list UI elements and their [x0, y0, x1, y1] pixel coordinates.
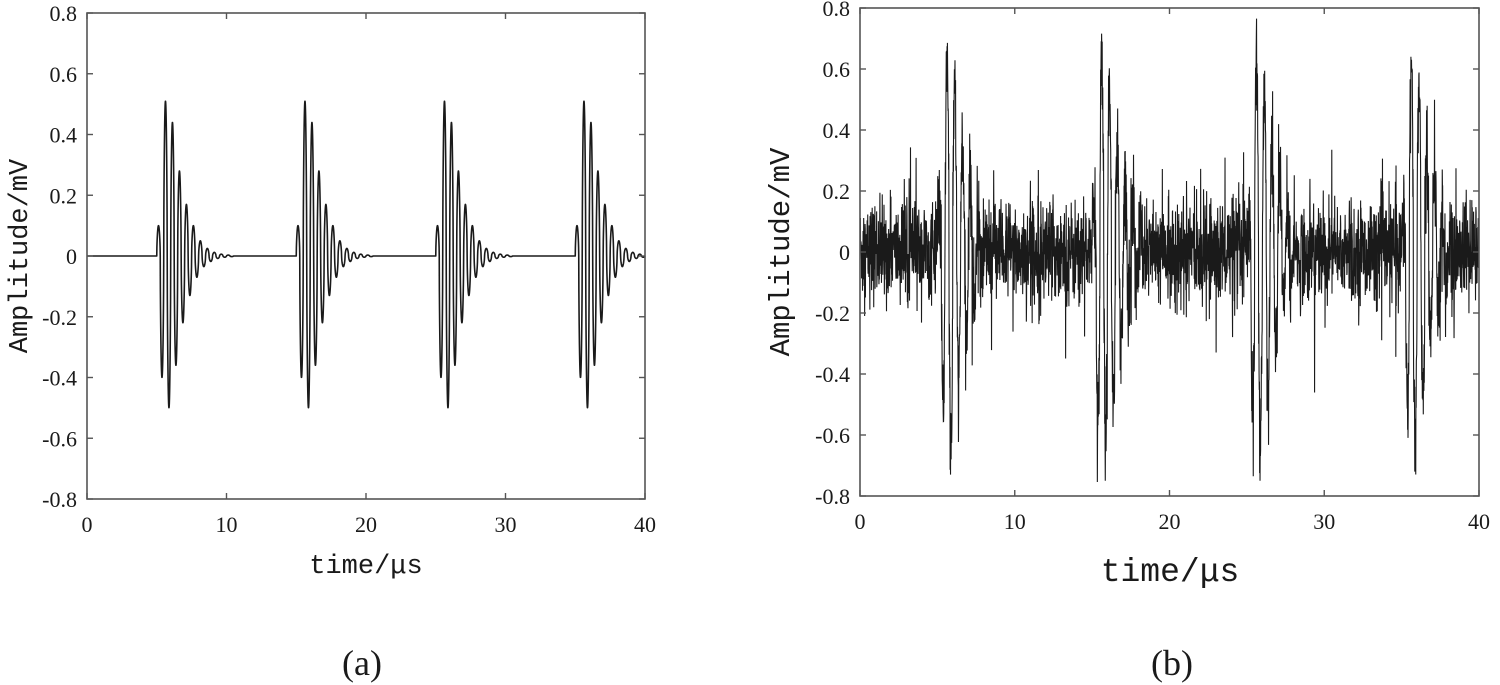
x-tick-label: 40: [1468, 509, 1490, 534]
axes-box-a: [86, 12, 646, 500]
x-tick-label: 10: [216, 512, 238, 537]
y-tick-label: -0.2: [815, 301, 850, 326]
y-tick-label: 0.8: [823, 0, 851, 21]
x-tick-label: 20: [355, 512, 377, 537]
x-tick-label: 0: [82, 512, 93, 537]
y-tick-label: -0.4: [42, 366, 77, 391]
y-axis-label-b: Amplitude/mV: [765, 147, 798, 356]
y-tick-label: -0.4: [815, 362, 850, 387]
x-tick-label: 20: [1159, 509, 1181, 534]
caption-a: (a): [342, 643, 382, 683]
y-tick-label: 0: [839, 240, 850, 265]
y-tick-label: -0.2: [42, 305, 77, 330]
x-tick-labels-a: 0 10 20 30 40: [82, 512, 657, 537]
y-tick-label: 0.4: [823, 118, 851, 143]
chart-panel-b: 0.80.60.40.20-0.2-0.4-0.6-0.8 0 10 20 30 40 …: [765, 0, 1490, 683]
y-tick-label: -0.8: [815, 484, 850, 509]
y-tick-label: 0.8: [50, 1, 78, 26]
y-tick-label: 0.6: [823, 57, 851, 82]
x-tick-label: 30: [1313, 509, 1335, 534]
x-tick-label: 40: [634, 512, 656, 537]
signal-line-b: [859, 18, 1480, 482]
x-axis-label-a: time/μs: [309, 552, 422, 582]
y-tick-label: 0: [66, 244, 77, 269]
y-tick-labels-a: 0.8 0.6 0.4 0.2 0 -0.2 -0.4 -0.6 -0.8: [42, 1, 77, 512]
x-axis-label-b: time/μs: [1101, 554, 1240, 591]
y-tick-label: 0.2: [823, 179, 851, 204]
x-tick-label: 30: [495, 512, 517, 537]
y-tick-label: -0.6: [815, 423, 850, 448]
y-tick-label: 0.2: [50, 183, 78, 208]
y-tick-label: -0.6: [42, 426, 77, 451]
axes-box-b: [859, 7, 1480, 497]
y-tick-label: -0.8: [42, 487, 77, 512]
y-tick-label: 0.4: [50, 123, 78, 148]
caption-b: (b): [1151, 643, 1193, 683]
y-tick-label: 0.6: [50, 62, 78, 87]
signal-line-a: [86, 100, 646, 409]
chart-panel-a: 0.80.60.40.20-0.2-0.4-0.6-0.8 0 10 20 30 40 …: [6, 1, 656, 683]
x-tick-label: 0: [855, 509, 866, 534]
y-tick-labels-b: 0.8 0.6 0.4 0.2 0 -0.2 -0.4 -0.6 -0.8: [815, 0, 850, 509]
y-axis-label-a: Amplitude/mV: [6, 158, 36, 353]
x-tick-label: 10: [1004, 509, 1026, 534]
x-tick-labels-b: 0 10 20 30 40: [855, 509, 1491, 534]
